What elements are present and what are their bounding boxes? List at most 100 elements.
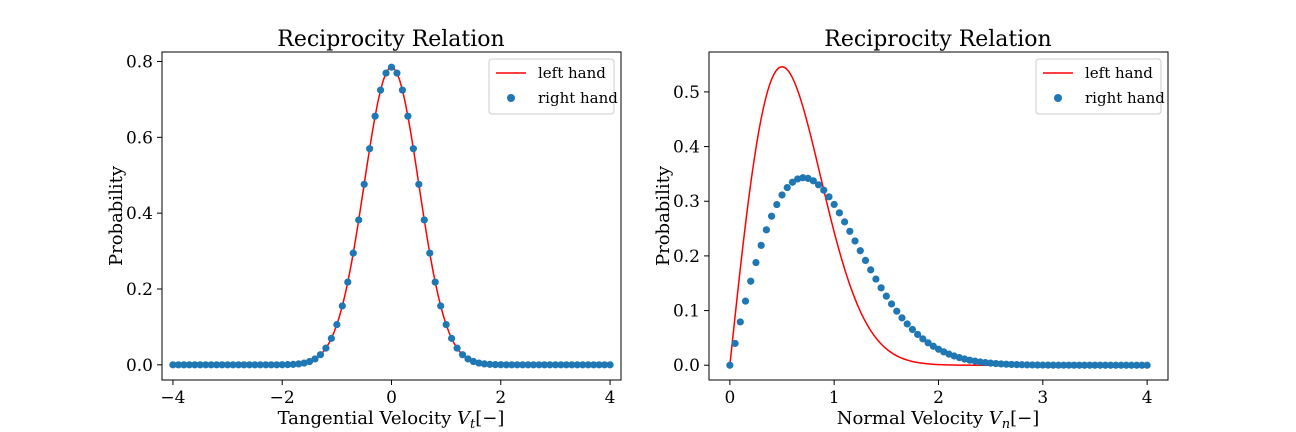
scatter-point-right-hand bbox=[480, 360, 488, 368]
y-tick-label: 0.1 bbox=[673, 302, 700, 322]
scatter-point-right-hand bbox=[1039, 361, 1047, 369]
scatter-point-right-hand bbox=[207, 361, 215, 369]
scatter-point-right-hand bbox=[731, 339, 739, 348]
scatter-point-right-hand bbox=[752, 258, 760, 267]
scatter-point-right-hand bbox=[305, 357, 314, 366]
chart-tangential-velocity: Reciprocity Relation −4 −2 0 2 4 0.00.20.40.… bbox=[106, 27, 622, 432]
scatter-point-right-hand bbox=[524, 361, 532, 369]
x-tick-label: 3 bbox=[1037, 388, 1048, 408]
chart-title: Reciprocity Relation bbox=[824, 27, 1051, 52]
x-axis-label: Normal Velocity Vn[−] bbox=[837, 408, 1040, 432]
scatter-point-right-hand bbox=[820, 186, 828, 194]
legend: left hand right hand bbox=[488, 58, 618, 115]
scatter-point-right-hand bbox=[1060, 361, 1068, 369]
scatter-point-right-hand bbox=[783, 183, 791, 192]
scatter-point-right-hand bbox=[529, 361, 538, 369]
scatter-point-right-hand bbox=[1018, 361, 1026, 369]
scatter-point-right-hand bbox=[595, 361, 603, 369]
scatter-point-right-hand bbox=[251, 361, 259, 369]
y-axis-ticks: 0.0 0.2 0.4 0.6 0.8 bbox=[126, 52, 162, 376]
scatter-point-right-hand bbox=[814, 181, 823, 189]
scatter-point-right-hand bbox=[240, 361, 248, 369]
x-tick-label: 2 bbox=[495, 388, 506, 408]
scatter-point-right-hand bbox=[174, 361, 182, 369]
x-tick-label: 1 bbox=[829, 388, 840, 408]
scatter-point-right-hand bbox=[267, 361, 275, 369]
scatter-point-right-hand bbox=[464, 355, 472, 363]
scatter-point-right-hand bbox=[1002, 360, 1010, 368]
scatter-point-right-hand bbox=[376, 86, 385, 94]
scatter-point-right-hand bbox=[1127, 361, 1136, 369]
scatter-point-right-hand bbox=[1096, 361, 1104, 369]
y-tick-label: 0.0 bbox=[126, 356, 153, 376]
scatter-point-right-hand bbox=[234, 361, 243, 369]
scatter-point-right-hand bbox=[431, 278, 439, 286]
scatter-point-right-hand bbox=[919, 335, 927, 343]
y-axis-ticks: 0.0 0.1 0.2 0.3 0.4 0.5 bbox=[673, 83, 709, 376]
scatter-point-right-hand bbox=[371, 112, 379, 120]
scatter-point-right-hand bbox=[778, 191, 786, 199]
scatter-point-right-hand bbox=[409, 145, 417, 153]
y-tick-label: 0.2 bbox=[673, 247, 700, 267]
scatter-point-right-hand bbox=[546, 361, 554, 369]
y-tick-label: 0.3 bbox=[673, 192, 700, 212]
scatter-point-right-hand bbox=[747, 277, 755, 285]
scatter-point-right-hand bbox=[606, 361, 614, 369]
scatter-point-right-hand bbox=[1028, 361, 1036, 369]
scatter-point-right-hand bbox=[513, 361, 521, 369]
scatter-point-right-hand bbox=[762, 226, 770, 234]
scatter-point-right-hand bbox=[1049, 361, 1057, 369]
scatter-point-right-hand bbox=[773, 200, 781, 209]
x-tick-label: −2 bbox=[270, 388, 295, 408]
scatter-point-right-hand bbox=[579, 361, 587, 369]
y-tick-label: 0.5 bbox=[673, 83, 700, 103]
x-tick-label: −4 bbox=[160, 388, 185, 408]
scatter-point-right-hand bbox=[1044, 361, 1052, 369]
scatter-point-right-hand bbox=[262, 361, 270, 369]
scatter-point-right-hand bbox=[590, 361, 598, 369]
scatter-point-right-hand bbox=[475, 359, 483, 367]
scatter-point-right-hand bbox=[245, 361, 254, 369]
legend: left hand right hand bbox=[1035, 58, 1165, 115]
scatter-point-right-hand bbox=[278, 361, 286, 369]
legend-entry-right-hand: right hand bbox=[1085, 89, 1165, 107]
scatter-point-right-hand bbox=[327, 334, 335, 342]
scatter-point-right-hand bbox=[289, 360, 297, 368]
x-axis-ticks: 0 1 2 3 4 bbox=[724, 380, 1153, 408]
scatter-point-right-hand bbox=[1107, 361, 1115, 369]
scatter-point-right-hand bbox=[872, 275, 880, 283]
scatter-point-right-hand bbox=[458, 351, 467, 359]
scatter-point-right-hand bbox=[273, 361, 281, 369]
scatter-point-right-hand bbox=[202, 361, 210, 369]
scatter-point-right-hand bbox=[1112, 361, 1120, 369]
scatter-point-right-hand bbox=[981, 359, 990, 367]
plot-marks bbox=[169, 63, 614, 369]
scatter-point-right-hand bbox=[1080, 361, 1089, 369]
scatter-point-right-hand bbox=[1023, 361, 1031, 369]
scatter-point-right-hand bbox=[535, 361, 543, 369]
scatter-point-right-hand bbox=[491, 361, 499, 369]
scatter-point-right-hand bbox=[898, 314, 906, 322]
scatter-point-right-hand bbox=[415, 180, 423, 188]
scatter-point-right-hand bbox=[887, 300, 896, 308]
scatter-point-right-hand bbox=[437, 302, 445, 310]
legend-entry-left-hand: left hand bbox=[538, 64, 606, 82]
scatter-point-right-hand bbox=[1143, 361, 1151, 369]
scatter-point-right-hand bbox=[835, 209, 844, 217]
scatter-point-right-hand bbox=[1034, 361, 1042, 369]
x-axis-label: Tangential Velocity Vt[−] bbox=[278, 408, 505, 432]
x-tick-label: 4 bbox=[1142, 388, 1153, 408]
scatter-point-right-hand bbox=[601, 361, 609, 369]
plot-marks bbox=[726, 65, 1151, 369]
scatter-point-right-hand bbox=[256, 361, 264, 369]
scatter-point-right-hand bbox=[420, 216, 428, 224]
scatter-point-right-hand bbox=[1013, 361, 1021, 369]
scatter-point-right-hand bbox=[903, 320, 911, 328]
legend-entry-right-hand: right hand bbox=[538, 89, 618, 107]
scatter-point-right-hand bbox=[382, 69, 390, 77]
scatter-point-right-hand bbox=[185, 361, 193, 369]
scatter-point-right-hand bbox=[893, 307, 901, 315]
scatter-point-right-hand bbox=[1086, 361, 1094, 369]
y-axis-label: Probability bbox=[106, 165, 127, 266]
scatter-point-right-hand bbox=[1133, 361, 1141, 369]
